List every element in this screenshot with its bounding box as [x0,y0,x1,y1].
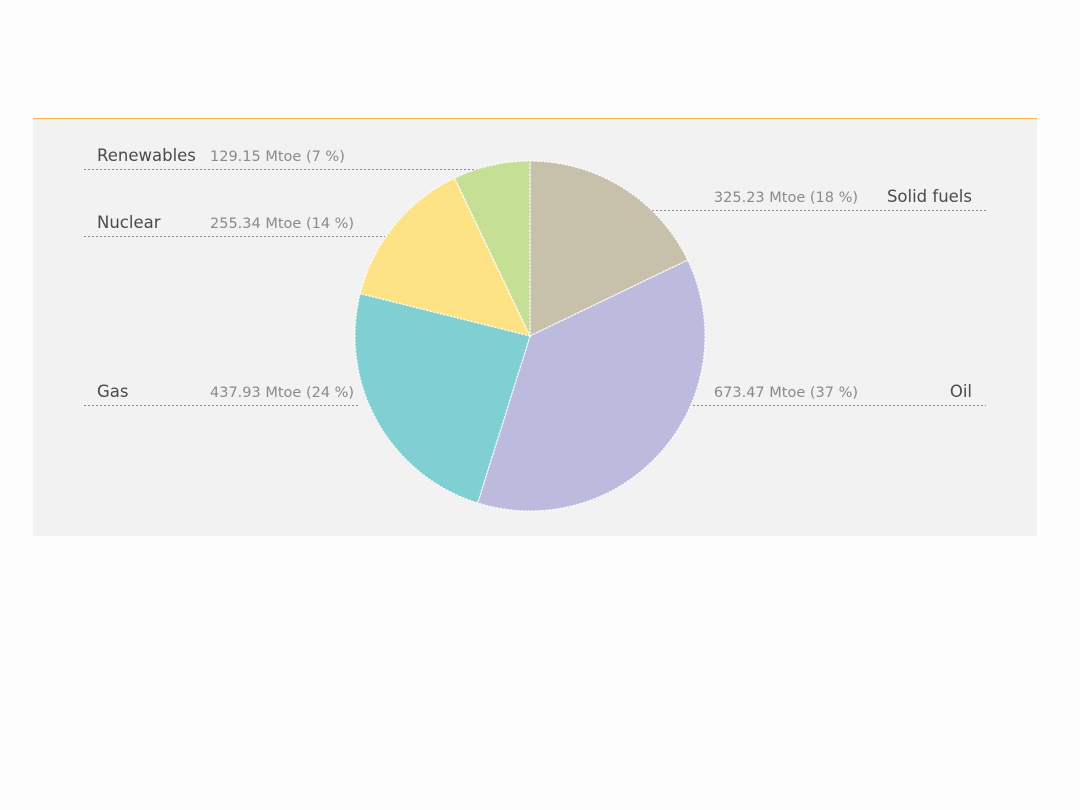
slice-value-solid-fuels: 325.23 Mtoe (18 %) [714,190,858,206]
slice-labels: Solid fuels 325.23 Mtoe (18 %) Oil 673.47 M… [97,146,972,401]
slice-value-nuclear: 255.34 Mtoe (14 %) [210,216,354,232]
leader-lines [84,169,986,406]
pie-chart: Solid fuels 325.23 Mtoe (18 %) Oil 673.47 M… [84,146,986,512]
pie-slice-gas [354,292,531,504]
slice-name-renewables: Renewables [97,146,196,165]
pie-slice-solid-fuels [529,160,689,337]
slice-name-gas: Gas [97,382,129,401]
pie-slices [354,160,706,512]
slice-name-solid-fuels: Solid fuels [887,187,972,206]
slice-name-oil: Oil [950,382,972,401]
slice-value-oil: 673.47 Mtoe (37 %) [714,385,858,401]
pie-slice-nuclear [359,177,532,337]
slice-name-nuclear: Nuclear [97,213,161,232]
slice-value-renewables: 129.15 Mtoe (7 %) [210,149,345,165]
pie-slice-oil [476,259,706,512]
chart-panel: Solid fuels 325.23 Mtoe (18 %) Oil 673.47 M… [33,118,1037,536]
slice-value-gas: 437.93 Mtoe (24 %) [210,385,354,401]
pie-slice-renewables [453,160,531,337]
